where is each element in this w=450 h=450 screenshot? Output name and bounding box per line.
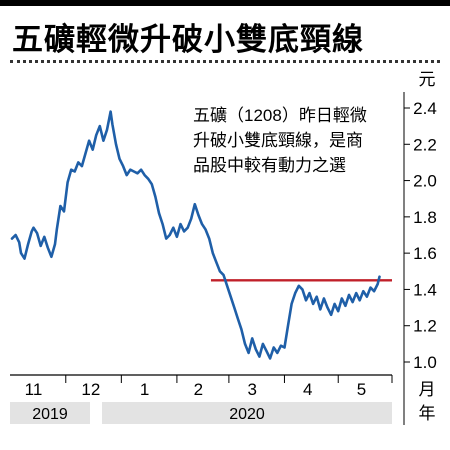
y-tick-label-1.0: 1.0 [413,353,437,372]
y-tick-label-2.4: 2.4 [413,99,437,118]
y-tick-label-1.4: 1.4 [413,280,437,299]
x-tick-label-5: 5 [357,380,366,399]
annotation-line-1: 五礦（1208）昨日輕微 [193,106,367,125]
x-tick-label-12: 12 [81,380,100,399]
top-rule [0,0,450,6]
y-tick-label-1.2: 1.2 [413,317,437,336]
chart-title: 五礦輕微升破小雙底頸線 [12,22,364,58]
x-tick-label-1: 1 [140,380,149,399]
y-tick-label-1.6: 1.6 [413,244,437,263]
y-tick-label-2.0: 2.0 [413,172,437,191]
y-unit-label: 元 [419,70,436,89]
annotation-line-2: 升破小雙底頸線，是商 [193,131,363,150]
dotted-divider [10,60,440,63]
x-year-label-2020: 2020 [229,406,265,423]
year-band-2019 [10,402,90,424]
year-band-2020 [102,402,392,424]
x-tick-label-3: 3 [247,380,256,399]
x-month-unit: 月 [419,380,436,399]
x-year-unit: 年 [419,404,436,423]
x-tick-label-4: 4 [303,380,312,399]
y-tick-label-1.8: 1.8 [413,208,437,227]
price-line [10,110,381,360]
x-year-label-2019: 2019 [32,406,68,423]
annotation-line-3: 品股中較有動力之選 [193,156,346,175]
y-tick-label-2.2: 2.2 [413,135,437,154]
x-tick-label-2: 2 [194,380,203,399]
x-tick-label-11: 11 [25,380,43,399]
